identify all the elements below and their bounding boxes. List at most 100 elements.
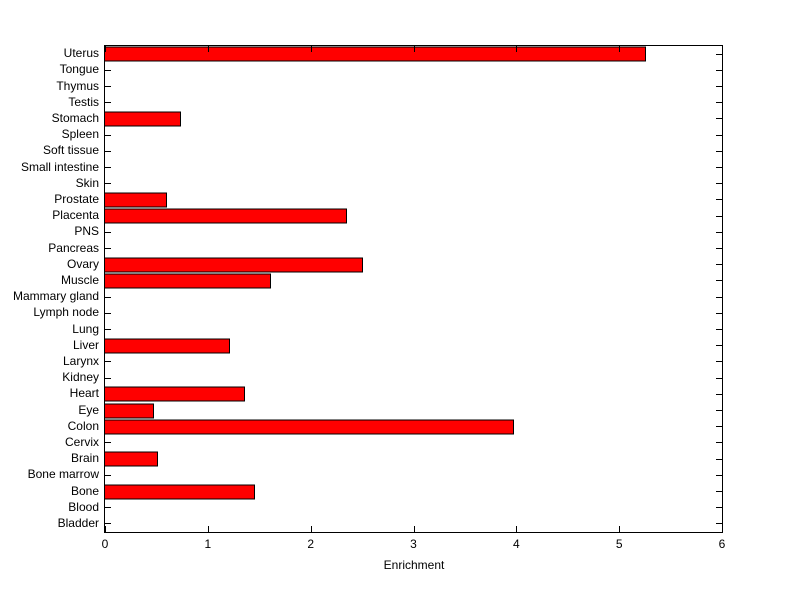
- y-tick-right-uterus: [716, 53, 722, 55]
- y-tick-left-kidney: [105, 377, 111, 379]
- x-tick-bottom-4: [516, 526, 518, 532]
- x-tick-bottom-2: [310, 526, 312, 532]
- bar-muscle: [105, 273, 271, 289]
- y-label-ovary: Ovary: [66, 256, 99, 271]
- x-tick-top-4: [516, 46, 518, 52]
- y-tick-right-muscle: [716, 280, 722, 282]
- y-tick-right-blood: [716, 507, 722, 509]
- x-tick-bottom-0: [105, 526, 106, 532]
- y-label-soft-tissue: Soft tissue: [42, 143, 99, 158]
- bar-liver: [105, 338, 231, 354]
- x-tick-label-5: 5: [615, 537, 623, 551]
- y-label-cervix: Cervix: [64, 434, 99, 449]
- y-label-spleen: Spleen: [61, 127, 99, 142]
- x-tick-top-3: [413, 46, 415, 52]
- y-tick-right-bone: [716, 491, 722, 492]
- y-label-bladder: Bladder: [57, 515, 99, 530]
- y-tick-right-prostate: [716, 199, 722, 201]
- x-tick-bottom-5: [619, 526, 621, 532]
- y-tick-right-testis: [716, 102, 722, 104]
- x-tick-bottom-1: [207, 526, 209, 532]
- y-tick-right-lymph-node: [716, 312, 722, 314]
- y-label-prostate: Prostate: [54, 191, 99, 206]
- y-tick-right-ovary: [716, 264, 722, 266]
- y-tick-left-blood: [105, 507, 111, 509]
- y-tick-left-pancreas: [105, 248, 111, 249]
- y-tick-left-mammary-gland: [105, 296, 111, 298]
- x-tick-top-0: [105, 46, 106, 52]
- x-tick-label-2: 2: [307, 537, 314, 551]
- x-tick-label-4: 4: [512, 537, 520, 551]
- y-label-muscle: Muscle: [60, 272, 99, 287]
- y-tick-left-lymph-node: [105, 312, 111, 314]
- y-label-larynx: Larynx: [62, 353, 99, 368]
- bar-prostate: [105, 192, 167, 208]
- x-tick-label-3: 3: [410, 537, 417, 551]
- y-label-skin: Skin: [75, 175, 99, 190]
- y-tick-right-spleen: [716, 134, 722, 136]
- y-tick-right-mammary-gland: [716, 296, 722, 298]
- y-tick-right-bladder: [716, 523, 722, 525]
- y-label-stomach: Stomach: [51, 110, 99, 125]
- x-tick-top-5: [619, 46, 621, 52]
- y-tick-right-larynx: [716, 361, 722, 363]
- bar-ovary: [105, 257, 364, 273]
- bar-placenta: [105, 208, 347, 224]
- y-label-heart: Heart: [69, 386, 99, 401]
- bar-colon: [105, 419, 515, 435]
- y-label-bone: Bone: [70, 483, 99, 498]
- y-tick-left-tongue: [105, 69, 111, 71]
- y-tick-right-lung: [716, 329, 722, 330]
- y-axis-labels: Uterus Tongue Thymus Testis Stomach Spleen Sof…: [0, 45, 99, 533]
- y-tick-right-skin: [716, 183, 722, 185]
- y-tick-right-eye: [716, 410, 722, 411]
- y-tick-left-larynx: [105, 361, 111, 363]
- x-tick-top-1: [207, 46, 209, 52]
- x-tick-bottom-6: [722, 526, 723, 532]
- y-tick-left-cervix: [105, 442, 111, 444]
- y-label-uterus: Uterus: [63, 46, 99, 61]
- y-tick-right-thymus: [716, 86, 722, 87]
- y-label-bone-marrow: Bone marrow: [27, 467, 99, 482]
- y-tick-right-tongue: [716, 69, 722, 71]
- y-label-mammary-gland: Mammary gland: [12, 289, 99, 304]
- y-label-eye: Eye: [78, 402, 99, 417]
- y-tick-right-kidney: [716, 377, 722, 379]
- y-tick-right-pancreas: [716, 248, 722, 249]
- y-tick-right-soft-tissue: [716, 150, 722, 152]
- y-tick-right-placenta: [716, 215, 722, 217]
- y-label-placenta: Placenta: [52, 208, 99, 223]
- bar-stomach: [105, 111, 182, 127]
- y-label-blood: Blood: [68, 499, 99, 514]
- y-tick-left-small-intestine: [105, 167, 111, 168]
- x-tick-bottom-3: [413, 526, 415, 532]
- bar-uterus: [105, 46, 646, 62]
- x-tick-label-1: 1: [204, 537, 212, 551]
- y-label-brain: Brain: [70, 451, 99, 466]
- y-label-kidney: Kidney: [62, 370, 99, 385]
- y-tick-left-pns: [105, 231, 111, 233]
- y-tick-left-testis: [105, 102, 111, 104]
- y-label-small-intestine: Small intestine: [20, 159, 99, 174]
- y-label-pns: PNS: [74, 224, 99, 239]
- bar-brain: [105, 451, 159, 467]
- x-tick-label-6: 6: [718, 537, 726, 551]
- y-tick-left-thymus: [105, 86, 111, 87]
- y-tick-right-bone-marrow: [716, 474, 722, 476]
- y-tick-right-brain: [716, 458, 722, 460]
- y-tick-left-bladder: [105, 523, 111, 525]
- y-tick-right-small-intestine: [716, 167, 722, 168]
- y-label-lung: Lung: [72, 321, 99, 336]
- y-label-lymph-node: Lymph node: [33, 305, 99, 320]
- bar-heart: [105, 386, 245, 402]
- y-label-colon: Colon: [67, 418, 99, 433]
- y-tick-right-heart: [716, 393, 722, 395]
- y-label-testis: Testis: [68, 94, 99, 109]
- y-label-liver: Liver: [72, 337, 99, 352]
- bar-bone: [105, 484, 256, 499]
- y-tick-right-stomach: [716, 118, 722, 120]
- x-tick-top-2: [310, 46, 312, 52]
- y-label-tongue: Tongue: [59, 62, 99, 77]
- plot-area: [104, 45, 723, 533]
